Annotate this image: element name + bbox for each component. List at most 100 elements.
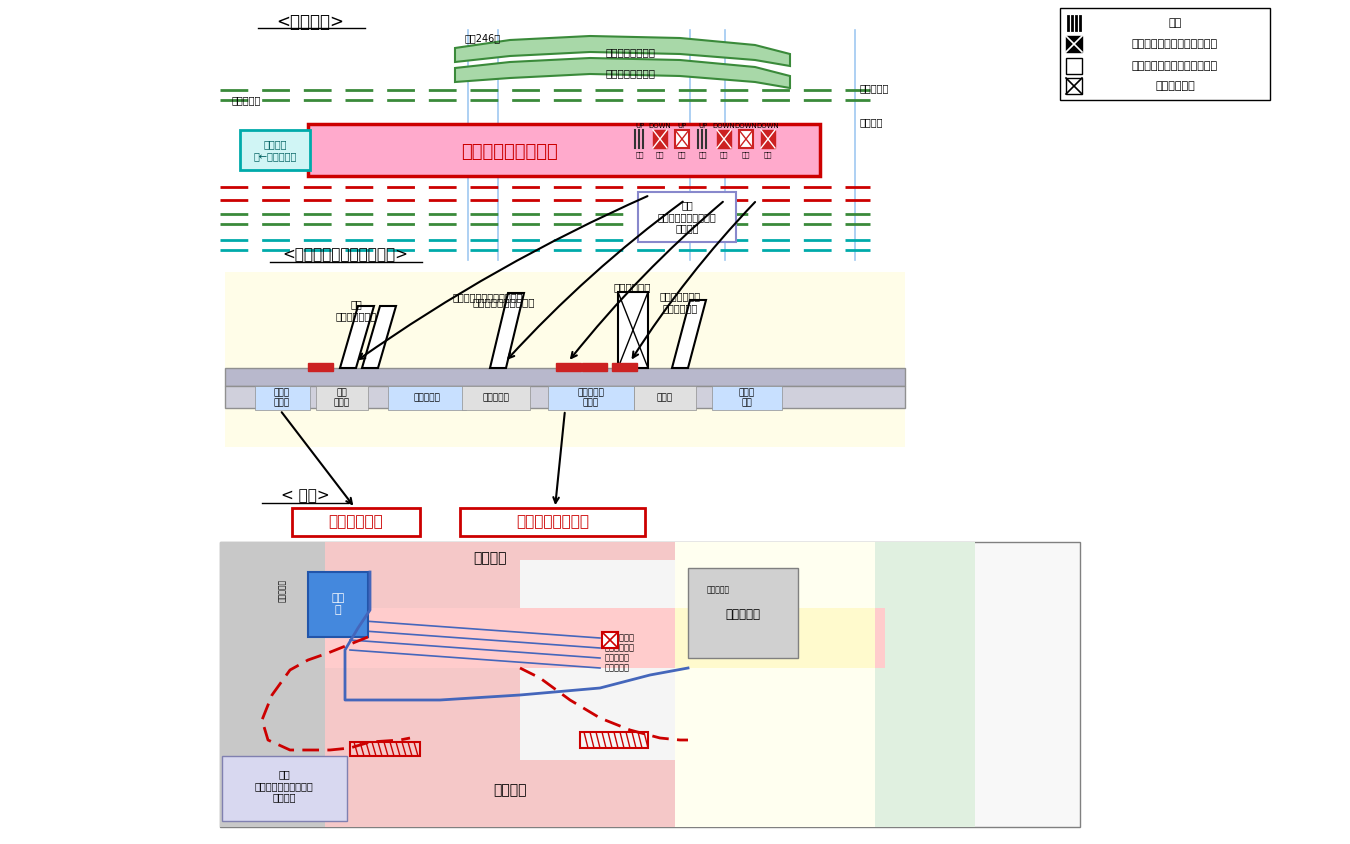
Bar [1066,58,1081,74]
Text: DOWN: DOWN [648,123,671,129]
Bar [548,386,634,410]
Text: 改札内通路: 改札内通路 [706,586,729,594]
Bar [1066,36,1081,52]
Bar [761,130,775,148]
Text: 既存: 既存 [741,152,751,159]
Polygon shape [490,293,524,368]
Text: 既存: 既存 [636,152,644,159]
Bar [240,130,310,170]
Polygon shape [672,300,706,368]
Bar [316,386,369,410]
Text: 東口広場: 東口広場 [493,783,526,797]
Text: 新宿方面: 新宿方面 [860,117,883,127]
Text: エスカレーター
（ホーム階）: エスカレーター （ホーム階） [659,291,701,313]
Text: ハチ公改札: ハチ公改札 [725,608,760,620]
Bar [308,363,333,371]
Text: 既存: 既存 [656,152,664,159]
Bar [634,386,697,410]
Bar [220,542,325,827]
Bar [221,756,347,821]
Text: エレベーター: エレベーター [1156,81,1195,91]
Text: 既存: 既存 [720,152,728,159]
Bar [220,542,1080,827]
Text: 渋谷
スクランブルスクエア
（東棟）: 渋谷 スクランブルスクエア （東棟） [657,200,717,234]
Text: 山手外回りホーム: 山手外回りホーム [605,47,655,57]
Bar [462,386,531,410]
Bar [580,732,648,748]
Polygon shape [308,124,819,176]
Text: UP: UP [678,123,687,129]
Bar [602,632,618,648]
Bar [875,542,975,827]
Bar [325,542,675,827]
Polygon shape [455,58,790,88]
Text: 西口広場: 西口広場 [474,551,506,565]
Text: UP: UP [698,123,707,129]
Bar [325,608,886,668]
Text: 改札外
通路: 改札外 通路 [738,388,755,408]
Bar [460,508,645,536]
Bar [653,130,667,148]
Bar [225,386,904,408]
Bar [717,130,730,148]
Bar [675,608,875,668]
Bar [1066,78,1081,94]
Bar [612,363,637,371]
Text: 階段
エスカレーター: 階段 エスカレーター [335,300,377,321]
Text: 改札外通路: 改札外通路 [413,393,440,403]
Text: 駅施設: 駅施設 [657,393,674,403]
Text: 既存: 既存 [764,152,772,159]
Bar [225,272,904,447]
Text: 国道246号: 国道246号 [464,33,501,43]
Text: エスカレーター（２人乗り）: エスカレーター（２人乗り） [1131,61,1218,71]
Text: 渋谷下り線: 渋谷下り線 [605,653,630,663]
Text: 南改
札: 南改 札 [331,593,344,614]
Text: エスカレーター（１人乗り）: エスカレーター（１人乗り） [1131,39,1218,49]
Text: 既存: 既存 [678,152,686,159]
Text: DOWN: DOWN [713,123,736,129]
Bar [387,386,466,410]
Text: 階段: 階段 [1168,18,1181,28]
Bar [639,192,736,242]
Text: 既存: 既存 [699,152,707,159]
Bar [1060,8,1270,100]
Text: 新しい埼京線ホーム: 新しい埼京線ホーム [462,143,559,161]
Text: DOWN: DOWN [734,123,757,129]
Bar [618,292,648,368]
Text: <ホーム階>: <ホーム階> [275,13,344,31]
Text: 恵比寿方面: 恵比寿方面 [232,95,262,105]
Text: ハチ公改札
内通路: ハチ公改札 内通路 [578,388,605,408]
Text: 山手内回りホーム: 山手内回りホーム [605,68,655,78]
Polygon shape [340,306,374,368]
Text: <断面図（埼京線ホーム）>: <断面図（埼京線ホーム）> [282,247,408,262]
Text: 工事エリア: 工事エリア [482,393,509,403]
Bar [688,568,798,658]
Text: 山手内回り線: 山手内回り線 [605,643,634,652]
Bar [556,363,580,371]
Bar [308,572,369,637]
Text: 連絡通路
（←新南改札）: 連絡通路 （←新南改札） [254,139,297,161]
Text: 旧大山街道: 旧大山街道 [860,83,890,93]
Bar [350,742,420,756]
Bar [675,130,688,148]
Text: 南改札と直結: 南改札と直結 [328,515,383,529]
Bar [255,386,310,410]
Text: 渋谷上り線: 渋谷上り線 [605,663,630,673]
Text: ハチ公改札と直結: ハチ公改札と直結 [517,515,590,529]
Bar [738,130,753,148]
Bar [711,386,782,410]
Bar [520,560,680,760]
Text: < １階>: < １階> [281,489,329,504]
Text: DOWN: DOWN [756,123,779,129]
Bar [675,542,875,827]
Text: 改札内通路: 改札内通路 [278,578,286,602]
Text: UP: UP [636,123,645,129]
Polygon shape [455,36,790,66]
Bar [292,508,420,536]
Text: 工事
エリア: 工事 エリア [333,388,350,408]
Text: エレベーター: エレベーター [613,282,651,292]
Text: 南改札
内通路: 南改札 内通路 [274,388,290,408]
Bar [225,368,904,386]
Bar [582,363,608,371]
Text: 山手外回り線: 山手外回り線 [605,634,634,642]
